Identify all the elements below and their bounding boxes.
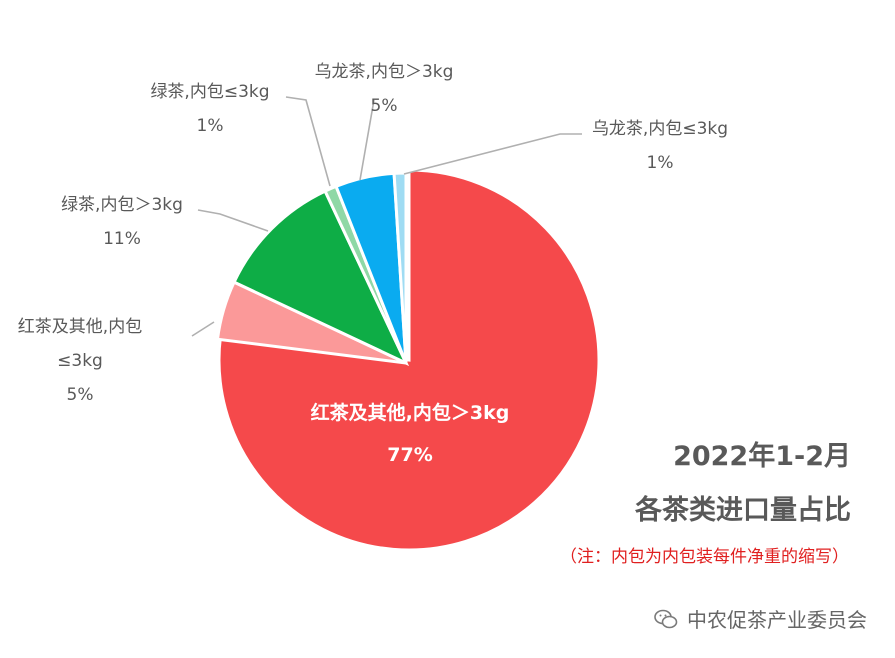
slice-label-5-name: 乌龙茶,内包＞3kg — [315, 62, 454, 82]
slice-label-1-value: 77% — [387, 444, 432, 466]
leader-line-6 — [403, 133, 582, 175]
watermark-text: 中农促茶产业委员会 — [687, 608, 867, 632]
slice-label-2-name-1: 红茶及其他,内包 — [18, 317, 142, 337]
leader-line-5 — [359, 99, 375, 181]
leader-line-4 — [285, 96, 331, 187]
slice-label-1-name: 红茶及其他,内包＞3kg — [311, 401, 510, 424]
wechat-icon — [654, 609, 678, 628]
watermark: 中农促茶产业委员会 — [653, 604, 867, 633]
slice-label-4-value: 1% — [197, 116, 224, 136]
slice-label-2-name-2: ≤3kg — [57, 351, 103, 371]
leader-line-3 — [197, 209, 269, 232]
slice-label-2-value: 5% — [67, 385, 94, 405]
pie-slice-3 — [232, 189, 410, 367]
slice-label-6-name: 乌龙茶,内包≤3kg — [592, 119, 728, 139]
slice-label-5-value: 5% — [371, 96, 398, 116]
chart-subtitle: 各茶类进口量占比 — [635, 495, 851, 526]
slice-label-3-value: 11% — [103, 229, 141, 249]
slice-label-4-name: 绿茶,内包≤3kg — [150, 82, 269, 102]
chart-period: 2022年1-2月 — [673, 441, 851, 472]
chart-note: （注：内包为内包装每件净重的缩写） — [560, 547, 849, 567]
slice-label-6-value: 1% — [647, 153, 674, 173]
leader-line-2 — [191, 321, 215, 337]
pie-slice-1 — [217, 168, 601, 552]
slice-label-3-name: 绿茶,内包＞3kg — [61, 195, 183, 215]
